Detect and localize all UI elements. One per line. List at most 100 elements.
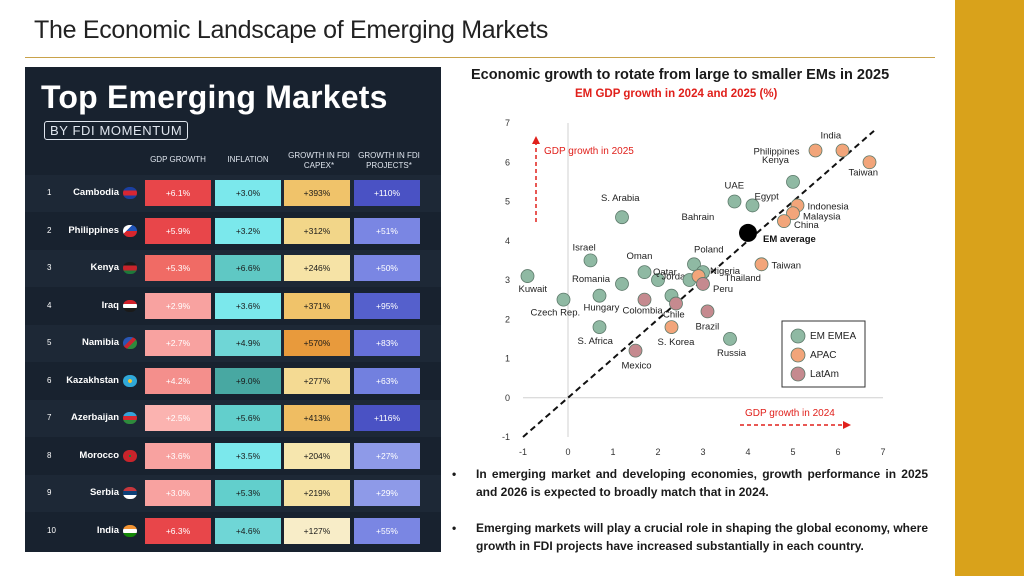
row-rank: 9 xyxy=(47,488,52,497)
cell-inflation: +3.0% xyxy=(215,180,281,206)
bullet-text: Emerging markets will play a crucial rol… xyxy=(476,521,928,553)
data-point xyxy=(777,214,791,229)
cell-inflation: +3.2% xyxy=(215,217,281,244)
chart-subtitle: EM GDP growth in 2024 and 2025 (%) xyxy=(575,88,778,100)
data-point xyxy=(835,143,850,158)
data-point xyxy=(520,269,535,283)
point-label: UAE xyxy=(725,181,745,192)
table-row: 1 Cambodia +6.1% +3.0% +393% +110% xyxy=(25,175,441,212)
flag-icon xyxy=(123,374,137,387)
row-country: Namibia xyxy=(82,337,119,348)
flag-icon xyxy=(123,449,137,462)
cell-fdi-projects: +110% xyxy=(354,180,420,206)
chart-title: Economic growth to rotate from large to … xyxy=(471,67,890,83)
point-label: Chile xyxy=(663,310,685,321)
gdp-scatter-chart: -1 0 1 2 3 4 5 6 7 -1 0 1 2 3 4 5 6 7 GDP growth in 2025 GD… xyxy=(502,118,886,457)
data-point xyxy=(696,277,710,291)
point-label: Romania xyxy=(572,274,611,285)
flag-icon xyxy=(123,262,137,274)
y-tick-label: 6 xyxy=(505,157,510,167)
cell-gdp-growth: +5.3% xyxy=(145,255,211,281)
cell-gdp-growth: +4.2% xyxy=(145,367,211,394)
x-axis-arrow-head xyxy=(843,421,851,429)
cell-fdi-capex: +393% xyxy=(284,180,350,206)
row-country: Cambodia xyxy=(73,187,119,198)
bullet-icon: • xyxy=(452,521,457,535)
column-header-gdp: GDP GROWTH xyxy=(150,155,206,164)
point-label: Kenya xyxy=(762,155,790,166)
row-rank: 5 xyxy=(47,338,52,347)
cell-inflation: +3.6% xyxy=(215,292,281,319)
x-tick-label: 3 xyxy=(700,447,705,457)
column-header-fdi-projects: GROWTH IN FDI PROJECTS* xyxy=(358,151,420,170)
cell-inflation: +5.6% xyxy=(215,405,281,431)
bullet-icon: • xyxy=(452,467,457,481)
point-label: Hungary xyxy=(584,303,620,314)
row-rank: 8 xyxy=(47,450,52,460)
point-label: Mexico xyxy=(622,361,652,372)
x-tick-label: 6 xyxy=(835,447,840,457)
cell-fdi-projects: +50% xyxy=(354,255,420,281)
point-label: Brazil xyxy=(696,321,720,332)
cell-gdp-growth: +5.9% xyxy=(145,217,211,244)
title-divider xyxy=(25,57,935,58)
flag-icon xyxy=(123,337,137,349)
point-label: Peru xyxy=(713,284,733,295)
data-point xyxy=(592,320,607,335)
data-point xyxy=(615,277,629,291)
point-label: Philippines xyxy=(754,146,800,157)
point-label: S. Korea xyxy=(658,337,696,348)
point-label: S. Africa xyxy=(578,336,614,347)
flag-icon xyxy=(123,224,137,237)
data-point xyxy=(754,257,769,272)
cell-inflation: +4.9% xyxy=(215,330,281,356)
table-row: 2 Philippines +5.9% +3.2% +312% +51% xyxy=(25,213,441,250)
em-average-point xyxy=(739,223,757,242)
legend-label: LatAm xyxy=(810,369,839,380)
x-tick-label: 5 xyxy=(790,447,795,457)
data-point xyxy=(700,304,715,319)
table-row: 6 Kazakhstan +4.2% +9.0% +277% +63% xyxy=(25,363,441,400)
point-label: Indonesia xyxy=(808,201,850,212)
point-label: Colombia xyxy=(623,306,664,317)
point-label: Oman xyxy=(627,251,653,262)
data-point xyxy=(669,296,683,311)
row-country: Philippines xyxy=(68,224,119,236)
cell-fdi-projects: +116% xyxy=(354,405,420,431)
cell-fdi-capex: +413% xyxy=(284,405,350,431)
legend-swatch xyxy=(790,347,806,363)
data-point xyxy=(592,288,607,303)
y-axis-arrow-head xyxy=(532,136,540,144)
cell-gdp-growth: +6.3% xyxy=(145,517,211,544)
row-country: India xyxy=(96,524,119,536)
row-country: Kazakhstan xyxy=(66,374,119,386)
x-tick-label: 2 xyxy=(655,447,660,457)
column-header-fdi-capex: GROWTH IN FDI CAPEX* xyxy=(288,151,350,170)
data-point xyxy=(637,292,652,307)
cell-gdp-growth: +3.0% xyxy=(145,480,211,506)
table-row: 5 Namibia +2.7% +4.9% +570% +83% xyxy=(25,325,441,362)
data-point xyxy=(583,253,598,268)
cell-gdp-growth: +3.6% xyxy=(145,442,211,469)
cell-fdi-projects: +51% xyxy=(354,217,420,244)
data-point xyxy=(786,174,800,189)
cell-fdi-capex: +570% xyxy=(284,330,350,356)
point-label: S. Arabia xyxy=(601,193,640,204)
cell-fdi-capex: +277% xyxy=(284,367,350,394)
data-point xyxy=(723,331,737,346)
bullet-text: In emerging market and developing econom… xyxy=(476,467,928,499)
point-label: India xyxy=(821,130,842,141)
data-point xyxy=(664,320,679,335)
cell-fdi-capex: +127% xyxy=(284,517,350,544)
point-label: Bahrain xyxy=(682,212,715,223)
point-label: Czech Rep. xyxy=(531,308,581,319)
table-row: 10 India +6.3% +4.6% +127% +55% xyxy=(25,513,441,550)
table-row: 9 Serbia +3.0% +5.3% +219% +29% xyxy=(25,475,441,512)
infographic-table: 1 Cambodia +6.1% +3.0% +393% +110% 2 Philippine… xyxy=(25,175,441,550)
table-row: 4 Iraq +2.9% +3.6% +371% +95% xyxy=(25,288,441,325)
y-tick-label: 0 xyxy=(505,393,510,403)
data-point xyxy=(808,143,823,158)
cell-fdi-projects: +83% xyxy=(354,330,420,356)
table-row: 8 Morocco +3.6% +3.5% +204% +27% xyxy=(25,438,441,475)
flag-icon xyxy=(123,412,137,424)
